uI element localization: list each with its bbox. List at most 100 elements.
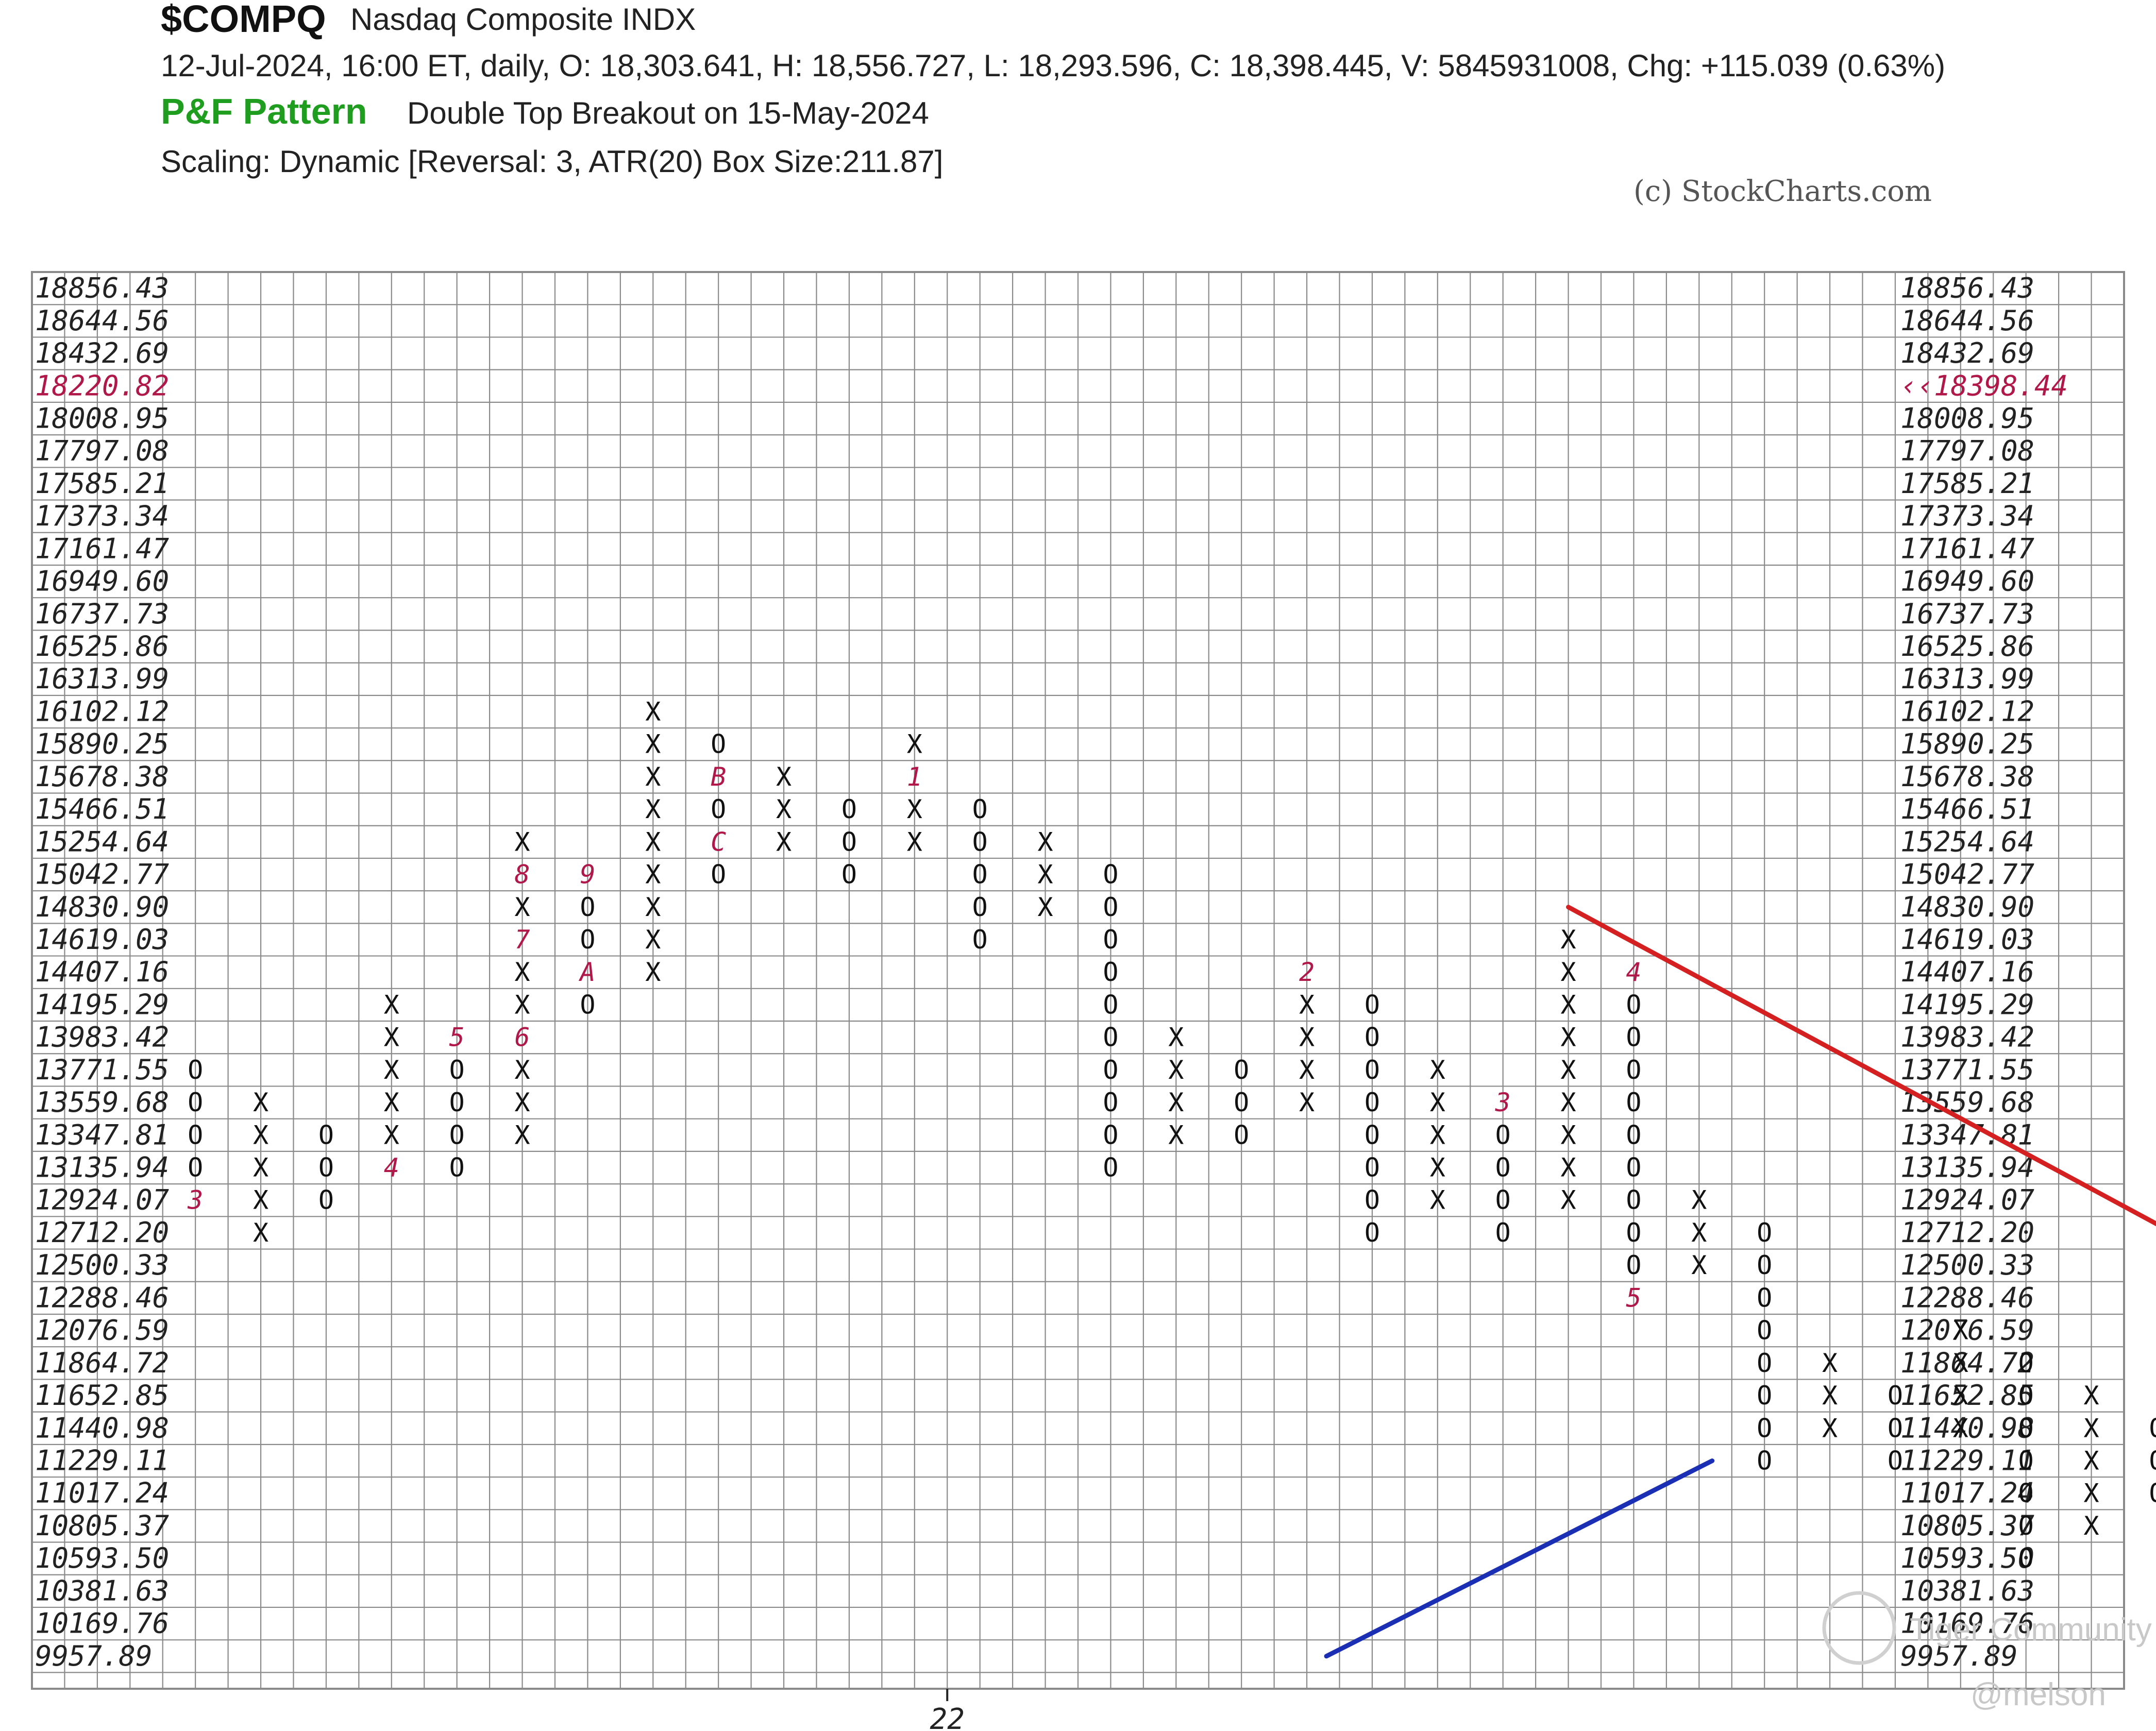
x-box: X bbox=[1561, 1120, 1576, 1150]
x-box: X bbox=[1953, 1316, 1968, 1346]
x-box: X bbox=[1430, 1088, 1445, 1117]
price-label-right: 14830.90 bbox=[1900, 891, 2034, 923]
x-box: X bbox=[2084, 1479, 2099, 1508]
x-box: X bbox=[645, 827, 661, 857]
price-label-left: 15254.64 bbox=[35, 825, 169, 858]
price-label-left: 13559.68 bbox=[35, 1086, 169, 1118]
x-box: X bbox=[1822, 1381, 1838, 1411]
o-box: O bbox=[2018, 1479, 2034, 1508]
x-box: X bbox=[645, 762, 661, 792]
price-label-right: 12712.20 bbox=[1900, 1216, 2034, 1249]
o-box: O bbox=[1234, 1120, 1249, 1150]
o-box: O bbox=[1365, 1120, 1380, 1150]
o-box: O bbox=[1626, 1218, 1641, 1248]
price-label-left: 18856.43 bbox=[35, 272, 169, 304]
price-label-left: 11229.11 bbox=[35, 1444, 169, 1477]
x-box: X bbox=[384, 1120, 399, 1150]
o-box: O bbox=[318, 1153, 334, 1183]
price-label-right: 13771.55 bbox=[1900, 1054, 2034, 1086]
x-box: X bbox=[253, 1153, 268, 1183]
x-box: X bbox=[1299, 1023, 1315, 1053]
x-box: X bbox=[1038, 827, 1053, 857]
x-box: X bbox=[645, 729, 661, 759]
o-box: O bbox=[1626, 1153, 1641, 1183]
month-marker: 4 bbox=[1626, 957, 1641, 987]
o-box: O bbox=[1757, 1381, 1772, 1411]
o-box: O bbox=[1626, 1250, 1641, 1280]
o-box: O bbox=[972, 925, 988, 955]
o-box: O bbox=[188, 1153, 203, 1183]
price-label-right: 11440.98 bbox=[1900, 1412, 2034, 1444]
price-label-right: 10593.50 bbox=[1900, 1542, 2034, 1574]
price-label-left: 16525.86 bbox=[35, 630, 169, 663]
index-name: Nasdaq Composite INDX bbox=[350, 2, 696, 37]
o-box: O bbox=[2018, 1348, 2034, 1378]
price-label-left: 14619.03 bbox=[35, 923, 169, 956]
month-marker: 9 bbox=[580, 860, 595, 890]
o-box: O bbox=[972, 860, 988, 890]
x-box: X bbox=[1561, 1055, 1576, 1085]
price-label-right: 16313.99 bbox=[1900, 663, 2034, 695]
o-box: O bbox=[580, 892, 595, 922]
price-label-left: 11440.98 bbox=[35, 1412, 169, 1444]
x-box: X bbox=[1953, 1413, 1968, 1443]
x-box: X bbox=[253, 1120, 268, 1150]
o-box: O bbox=[841, 860, 857, 890]
o-box: O bbox=[1757, 1316, 1772, 1346]
price-label-left: 15042.77 bbox=[35, 858, 169, 891]
trendlines bbox=[1324, 905, 2156, 1659]
month-marker: 3 bbox=[1495, 1088, 1511, 1117]
o-box: O bbox=[1103, 892, 1118, 922]
price-label-right: 16949.60 bbox=[1900, 565, 2034, 598]
price-label-right: 12924.07 bbox=[1900, 1184, 2034, 1216]
pattern-text: Double Top Breakout on 15-May-2024 bbox=[407, 96, 929, 130]
month-marker: 2 bbox=[1299, 957, 1315, 987]
o-box: O bbox=[580, 990, 595, 1020]
o-box: O bbox=[711, 860, 726, 890]
price-label-left: 13771.55 bbox=[35, 1054, 169, 1086]
price-label-right: 18856.43 bbox=[1900, 272, 2034, 304]
current-price-label: ‹‹18398.44 bbox=[1900, 369, 2068, 402]
x-box: X bbox=[384, 1055, 399, 1085]
x-box: X bbox=[515, 1120, 530, 1150]
price-label-left: 10593.50 bbox=[35, 1542, 169, 1574]
o-box: O bbox=[2018, 1543, 2034, 1573]
o-box: O bbox=[2149, 1446, 2156, 1475]
x-box: X bbox=[1430, 1055, 1445, 1085]
o-box: O bbox=[2018, 1511, 2034, 1541]
x-box: X bbox=[515, 1088, 530, 1117]
x-box: X bbox=[645, 697, 661, 726]
x-box: X bbox=[253, 1185, 268, 1215]
x-box: X bbox=[907, 827, 922, 857]
price-label-right: 15890.25 bbox=[1900, 728, 2034, 760]
x-box: X bbox=[1299, 1055, 1315, 1085]
credit-text: (c) StockCharts.com bbox=[1633, 175, 1932, 208]
chart-header: $COMPQ Nasdaq Composite INDX 12-Jul-2024… bbox=[161, 0, 1945, 208]
o-box: O bbox=[1757, 1413, 1772, 1443]
price-label-left: 10169.76 bbox=[35, 1607, 169, 1640]
price-label-right: 15042.77 bbox=[1900, 858, 2034, 891]
price-label-left: 11652.85 bbox=[35, 1379, 169, 1412]
x-box: X bbox=[1561, 1088, 1576, 1117]
o-box: O bbox=[1103, 925, 1118, 955]
o-box: O bbox=[580, 925, 595, 955]
watermark: Tiger Community @melson bbox=[1822, 1591, 2152, 1712]
x-box: X bbox=[907, 729, 922, 759]
o-box: O bbox=[1626, 990, 1641, 1020]
x-box: X bbox=[1299, 990, 1315, 1020]
o-box: O bbox=[1103, 1153, 1118, 1183]
o-box: O bbox=[2018, 1413, 2034, 1443]
tiger-logo-icon bbox=[1822, 1591, 1896, 1665]
price-label-right: 12288.46 bbox=[1900, 1281, 2034, 1314]
pf-grid bbox=[31, 271, 2125, 1690]
o-box: O bbox=[1888, 1381, 1903, 1411]
o-box: O bbox=[1103, 957, 1118, 987]
price-label-right: 18644.56 bbox=[1900, 304, 2034, 337]
price-label-right: 14407.16 bbox=[1900, 956, 2034, 988]
o-box: O bbox=[1103, 990, 1118, 1020]
o-box: O bbox=[1365, 1218, 1380, 1248]
x-box: X bbox=[1561, 925, 1576, 955]
x-box: X bbox=[1822, 1348, 1838, 1378]
o-box: O bbox=[1888, 1446, 1903, 1475]
o-box: O bbox=[1626, 1023, 1641, 1053]
